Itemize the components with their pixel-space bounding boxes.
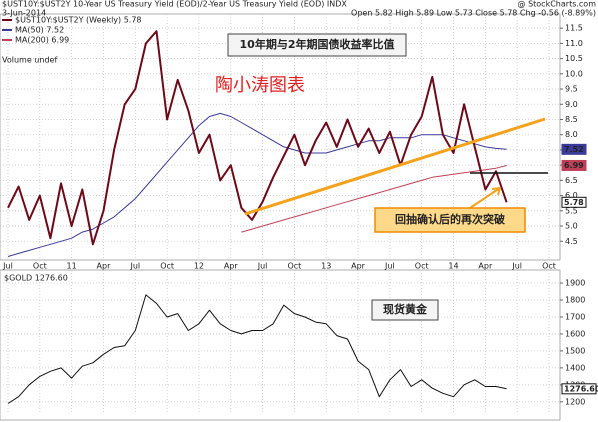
annotation: 现货黄金 [383,302,428,316]
x-tick-label: Oct [160,262,174,271]
x-tick-label: Jul [257,262,268,271]
y-tick-label: 1900 [565,279,585,288]
value-tag [561,196,587,208]
legend-entry: MA(50) 7.52 [15,26,64,35]
y-tick-label: 8.0 [565,130,578,139]
x-tick-label: Jul [2,262,13,271]
x-tick-label: 13 [321,262,331,271]
y-tick-label: 10.0 [565,69,583,78]
x-tick-label: 11 [67,262,77,271]
line [241,165,507,233]
line [7,112,507,257]
y-tick-label: 1700 [565,312,585,321]
y-tick-label: 1500 [565,346,585,355]
y-tick-label: 1400 [565,363,585,372]
value-tag [561,159,587,171]
chart-title: $UST10Y:$UST2Y 10-Year US Treasury Yield… [2,0,347,9]
y-tick-label: 10.5 [565,54,583,63]
y-tick-label: 5.5 [565,206,578,215]
annotation: 陶小涛图表 [215,75,305,96]
x-tick-label: Apr [97,262,112,271]
trend-line [244,117,546,216]
value-tag-label: 6.99 [564,161,584,170]
x-tick-label: Oct [415,262,429,271]
x-tick-label: Jul [129,262,140,271]
x-tick-label: Apr [351,262,366,271]
x-tick-label: Jul [511,262,522,271]
value-tag [561,143,587,155]
y-tick-label: 1200 [565,397,585,406]
volume-note: Volume undef [2,56,57,65]
legend-entry: MA(200) 6.99 [15,36,69,45]
value-tag-label: 1276.60 [564,384,598,393]
annotation: 回抽确认后的再次突破 [395,212,505,226]
y-tick-label: 5.0 [565,222,578,231]
value-tag [561,383,597,395]
y-tick-label: 1600 [565,329,585,338]
gold-title: $GOLD 1276.60 [4,274,68,283]
y-tick-label: 8.5 [565,115,578,124]
annotation-box [374,207,526,233]
date: 3-Jun-2014 [2,9,46,18]
source: @ StockCharts.com [518,0,597,9]
annotation-box [371,299,439,321]
annotation-box [227,33,407,57]
x-tick-label: Apr [478,262,493,271]
legend-entry: $UST10Y:$UST2Y (Weekly) 5.78 [15,16,142,25]
bottom-panel [0,269,561,421]
x-tick-label: Oct [287,262,301,271]
value-tag-label: 5.78 [564,198,584,207]
x-tick-label: Oct [33,262,47,271]
y-tick-label: 11.5 [565,24,583,33]
x-tick-label: Apr [224,262,239,271]
x-tick-label: 14 [448,262,458,271]
x-tick-label: Oct [542,262,556,271]
y-tick-label: 11.0 [565,39,583,48]
x-tick-label: Jul [384,262,395,271]
y-tick-label: 1800 [565,296,585,305]
value-tag-label: 7.52 [564,145,584,154]
x-tick-label: 12 [194,262,204,271]
y-tick-label: 9.0 [565,100,578,109]
y-tick-label: 6.5 [565,176,578,185]
y-tick-label: 6.0 [565,191,578,200]
line [7,294,507,404]
y-tick-label: 9.5 [565,85,578,94]
ohlc-summary: Open 5.82 High 5.89 Low 5.73 Close 5.78 … [351,9,596,18]
arrow [469,187,501,209]
annotation: 10年期与2年期国债收益率比值 [240,37,395,51]
y-tick-label: 4.5 [565,237,578,246]
